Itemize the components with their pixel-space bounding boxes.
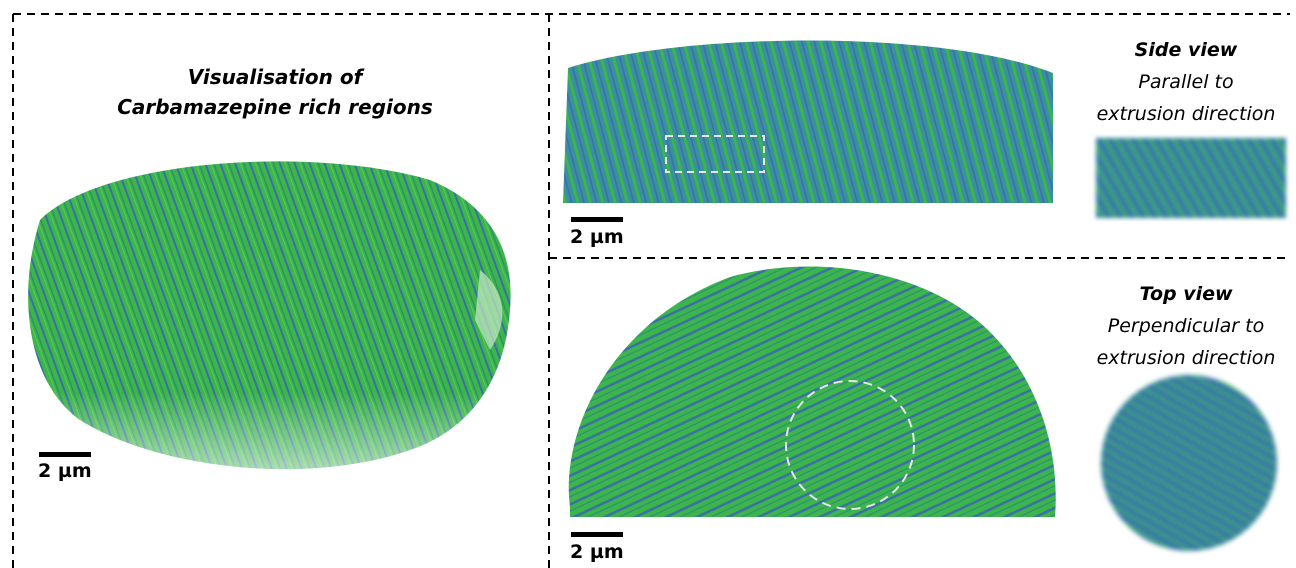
left-scale-bar <box>39 452 91 457</box>
side-roi-box <box>665 135 765 173</box>
side-view-render <box>563 40 1053 203</box>
side-view-line1: Parallel to <box>1138 71 1234 93</box>
side-view-line2: extrusion direction <box>1096 103 1276 125</box>
main-3d-render <box>28 161 511 470</box>
top-view-caption: Top view Perpendicular to extrusion dire… <box>1080 278 1292 374</box>
top-view-line1: Perpendicular to <box>1107 315 1265 337</box>
top-scale-bar <box>571 532 623 537</box>
top-view-zoom <box>1101 375 1277 551</box>
side-view-caption: Side view Parallel to extrusion directio… <box>1080 34 1292 130</box>
left-panel-title: Visualisation of Carbamazepine rich regi… <box>20 62 530 122</box>
top-view-title: Top view <box>1139 283 1233 305</box>
side-view-zoom <box>1096 138 1286 218</box>
top-roi-circle <box>785 380 915 510</box>
side-scale-label: 2 µm <box>570 226 624 248</box>
left-title-line1: Visualisation of <box>187 65 363 89</box>
top-scale-label: 2 µm <box>570 541 624 563</box>
top-view-line2: extrusion direction <box>1096 347 1276 369</box>
left-scale-label: 2 µm <box>38 460 92 482</box>
left-title-line2: Carbamazepine rich regions <box>117 95 433 119</box>
side-view-title: Side view <box>1134 39 1238 61</box>
side-scale-bar <box>571 217 623 222</box>
top-view-render <box>568 266 1056 517</box>
